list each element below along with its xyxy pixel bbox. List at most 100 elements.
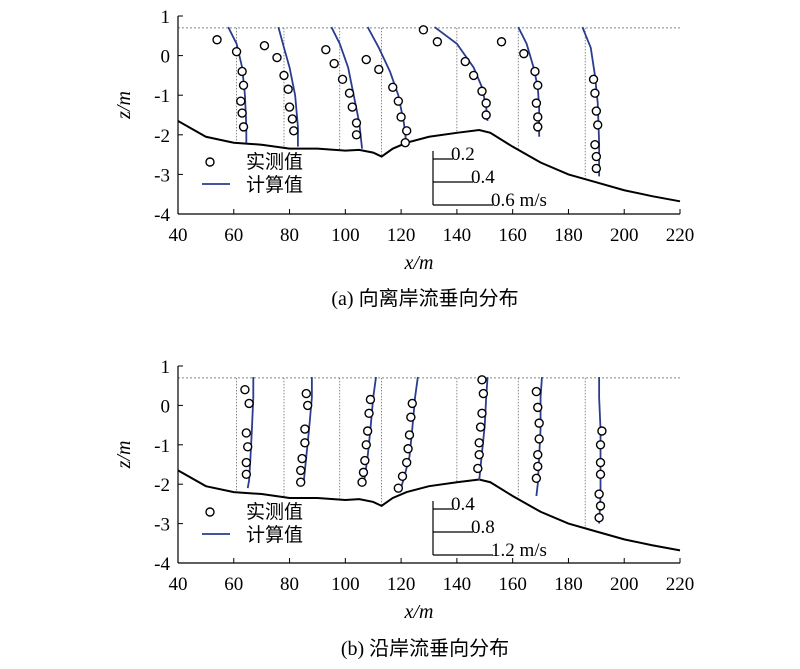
- measured-point: [477, 408, 487, 418]
- measured-point: [534, 418, 544, 428]
- x-axis-title: x/m: [404, 601, 434, 623]
- measured-point: [240, 384, 250, 395]
- measured-point: [329, 58, 339, 69]
- x-tick-label: 220: [666, 574, 695, 595]
- y-tick-label: 1: [161, 7, 171, 28]
- measured-point: [591, 106, 602, 116]
- measured-point: [533, 112, 543, 122]
- y-axis-title: z/m: [113, 441, 135, 470]
- measured-point: [597, 426, 607, 436]
- measured-point: [365, 394, 376, 405]
- y-tick-label: -3: [154, 165, 170, 186]
- measured-point: [531, 473, 542, 483]
- measured-point: [364, 408, 374, 418]
- measured-point: [279, 70, 289, 81]
- measured-point: [432, 37, 443, 47]
- measured-point: [481, 98, 491, 108]
- measured-point: [401, 126, 412, 136]
- measured-point: [236, 96, 246, 106]
- measured-point: [474, 438, 484, 448]
- y-axis-title: z/m: [113, 91, 135, 120]
- x-tick-label: 120: [387, 574, 416, 595]
- scale-bar-label: 1.2 m/s: [491, 540, 547, 561]
- x-tick-label: 180: [554, 225, 583, 246]
- measured-point: [478, 388, 489, 399]
- scale-bar-label: 0.8: [471, 517, 495, 538]
- measured-point: [460, 56, 470, 67]
- measured-point: [477, 86, 487, 96]
- measured-point: [393, 96, 404, 106]
- measured-point: [357, 477, 367, 487]
- measured-point: [300, 424, 310, 434]
- measured-point: [351, 118, 362, 128]
- y-tick-label: 0: [161, 47, 171, 68]
- measured-point: [403, 444, 413, 454]
- measured-point: [477, 375, 487, 385]
- x-tick-label: 220: [666, 225, 695, 246]
- measured-point: [533, 122, 543, 132]
- measured-point: [243, 442, 253, 452]
- x-tick-label: 80: [280, 574, 299, 595]
- measured-point: [360, 455, 370, 466]
- measured-point: [418, 25, 429, 35]
- chart-caption: (b) 沿岸流垂向分布: [341, 637, 509, 660]
- measured-point: [594, 489, 604, 499]
- measured-point: [531, 386, 542, 397]
- computed-line-station-5: [517, 26, 541, 137]
- measured-point: [407, 398, 417, 409]
- measured-point: [358, 467, 369, 478]
- legend-measured-label: 实测值: [246, 151, 303, 173]
- measured-point: [337, 74, 348, 85]
- measured-point: [519, 48, 529, 59]
- measured-point: [287, 114, 298, 124]
- measured-point: [212, 35, 222, 45]
- measured-point: [284, 102, 295, 112]
- panel-b: 40 60 80 100 120 140 160 180 200 220 1 0 -1 -2 -3 -4 x/m…: [113, 357, 694, 660]
- x-tick-label: 60: [224, 574, 243, 595]
- measured-point: [590, 139, 600, 150]
- computed-line-station-2: [330, 26, 363, 149]
- x-tick-label: 160: [498, 225, 527, 246]
- measured-point: [296, 465, 306, 476]
- x-tick-label: 100: [331, 225, 360, 246]
- measured-point: [272, 52, 282, 63]
- measured-point: [362, 426, 373, 436]
- x-tick-label: 140: [443, 225, 472, 246]
- x-tick-label: 160: [498, 574, 527, 595]
- measured-point: [237, 108, 247, 118]
- measured-point: [301, 388, 311, 399]
- measured-point: [238, 80, 249, 91]
- y-tick-label: -1: [154, 436, 170, 457]
- measured-point: [473, 463, 483, 474]
- measured-point: [302, 400, 313, 411]
- chart-caption: (a) 向离岸流垂向分布: [331, 287, 518, 310]
- measured-point: [406, 412, 416, 422]
- scale-bar-label: 0.4: [451, 494, 475, 515]
- measured-point: [241, 428, 252, 438]
- measured-point: [361, 440, 371, 450]
- computed-line-station-3: [366, 26, 408, 147]
- y-tick-label: -3: [154, 515, 170, 536]
- x-tick-label: 180: [554, 574, 583, 595]
- measured-point: [344, 88, 355, 98]
- measured-point: [533, 449, 543, 460]
- computed-line-station-0: [246, 377, 255, 489]
- measured-point: [241, 469, 252, 480]
- measured-point: [400, 138, 410, 148]
- y-tick-label: 1: [161, 357, 171, 378]
- measured-point: [296, 477, 306, 487]
- measured-point: [530, 66, 540, 77]
- measured-point: [241, 457, 252, 468]
- y-tick-label: -1: [154, 86, 170, 107]
- panel-a: 40 60 80 100 120 140 160 180 200 220 1 0 -1 -2 -3 -4 x/m…: [113, 7, 694, 310]
- measured-point: [593, 120, 603, 130]
- bed-profile-line: [177, 469, 681, 552]
- measured-point: [374, 64, 384, 75]
- legend-measured-marker: [205, 507, 215, 517]
- legend-computed-label: 计算值: [246, 174, 303, 196]
- measured-point: [244, 398, 254, 409]
- measured-point: [595, 457, 606, 468]
- measured-point: [591, 163, 602, 174]
- measured-point: [533, 402, 543, 413]
- measured-point: [468, 70, 479, 81]
